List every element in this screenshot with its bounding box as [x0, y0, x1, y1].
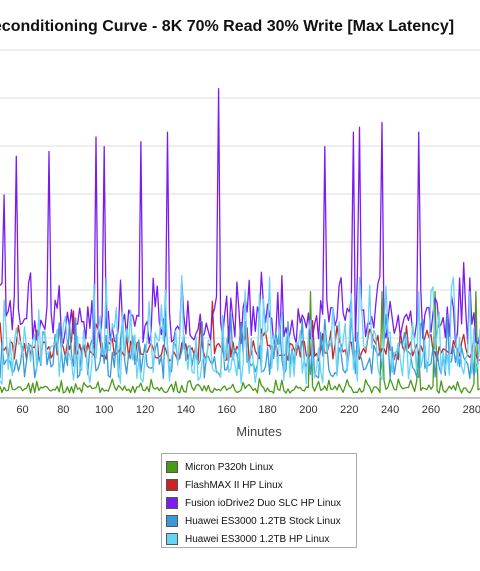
legend-swatch [166, 479, 178, 491]
legend: Micron P320h Linux FlashMAX II HP Linux Fu… [161, 453, 357, 548]
x-tick-label: 220 [340, 404, 358, 416]
x-tick-label: 280 [463, 404, 480, 416]
chart-title: Preconditioning Curve - 8K 70% Read 30% … [0, 16, 480, 42]
x-axis-ticks: 60 80 100 120 140 160 180 200 220 240 260 280 [16, 404, 480, 416]
series-line-3 [0, 313, 480, 380]
series-line-0 [0, 291, 480, 394]
x-tick-label: 260 [422, 404, 440, 416]
x-tick-label: 80 [57, 404, 69, 416]
x-tick-label: 60 [16, 404, 28, 416]
x-axis-label: Minutes [236, 424, 282, 439]
chart-title-text: Preconditioning Curve - 8K 70% Read 30% … [0, 18, 455, 35]
legend-label: FlashMAX II HP Linux [185, 479, 283, 491]
legend-item[interactable]: FlashMAX II HP Linux [166, 476, 356, 494]
legend-item[interactable]: Huawei ES3000 1.2TB Stock Linux [166, 512, 356, 530]
legend-item[interactable]: Micron P320h Linux [166, 458, 356, 476]
x-tick-label: 240 [381, 404, 399, 416]
legend-item[interactable]: Fusion ioDrive2 Duo SLC HP Linux [166, 494, 356, 512]
legend-swatch [166, 461, 178, 473]
x-tick-label: 120 [136, 404, 154, 416]
series-line-2 [0, 88, 480, 345]
legend-swatch [166, 515, 178, 527]
chart-plot: 60 80 100 120 140 160 180 200 220 240 260 280 [0, 49, 480, 416]
x-tick-label: 140 [177, 404, 195, 416]
series-line-4 [0, 274, 480, 385]
x-tick-label: 180 [258, 404, 276, 416]
legend-label: Huawei ES3000 1.2TB Stock Linux [185, 515, 341, 527]
legend-label: Fusion ioDrive2 Duo SLC HP Linux [185, 497, 342, 509]
x-tick-label: 100 [95, 404, 113, 416]
legend-swatch [166, 533, 178, 545]
legend-swatch [166, 497, 178, 509]
legend-label: Huawei ES3000 1.2TB HP Linux [185, 533, 330, 545]
legend-label: Micron P320h Linux [185, 461, 274, 473]
series-layer [0, 88, 480, 394]
legend-item[interactable]: Huawei ES3000 1.2TB HP Linux [166, 530, 356, 548]
x-tick-label: 200 [299, 404, 317, 416]
x-tick-label: 160 [218, 404, 236, 416]
